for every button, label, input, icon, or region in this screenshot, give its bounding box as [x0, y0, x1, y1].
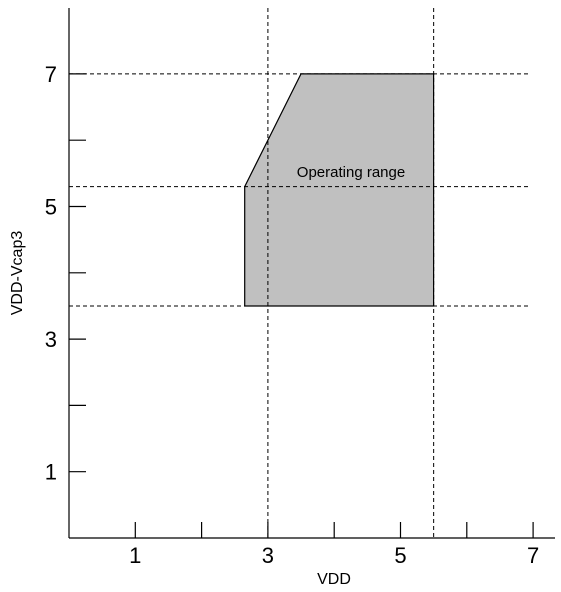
ticks-layer: 1 3 5 7 1 3 5 7 — [45, 62, 539, 568]
x-tick-label-7: 7 — [527, 543, 539, 568]
region-label: Operating range — [297, 164, 405, 181]
x-tick-label-5: 5 — [394, 543, 406, 568]
x-tick-label-3: 3 — [262, 543, 274, 568]
y-tick-label-5: 5 — [45, 195, 57, 220]
x-axis-title: VDD — [317, 571, 351, 588]
x-tick-label-1: 1 — [129, 543, 141, 568]
y-tick-label-3: 3 — [45, 327, 57, 352]
y-tick-label-1: 1 — [45, 460, 57, 485]
operating-range-region — [244, 73, 435, 307]
y-axis-title: VDD-Vcap3 — [9, 231, 26, 316]
region-layer — [244, 73, 435, 307]
y-tick-label-7: 7 — [45, 62, 57, 87]
reference-lines-layer — [69, 8, 530, 538]
